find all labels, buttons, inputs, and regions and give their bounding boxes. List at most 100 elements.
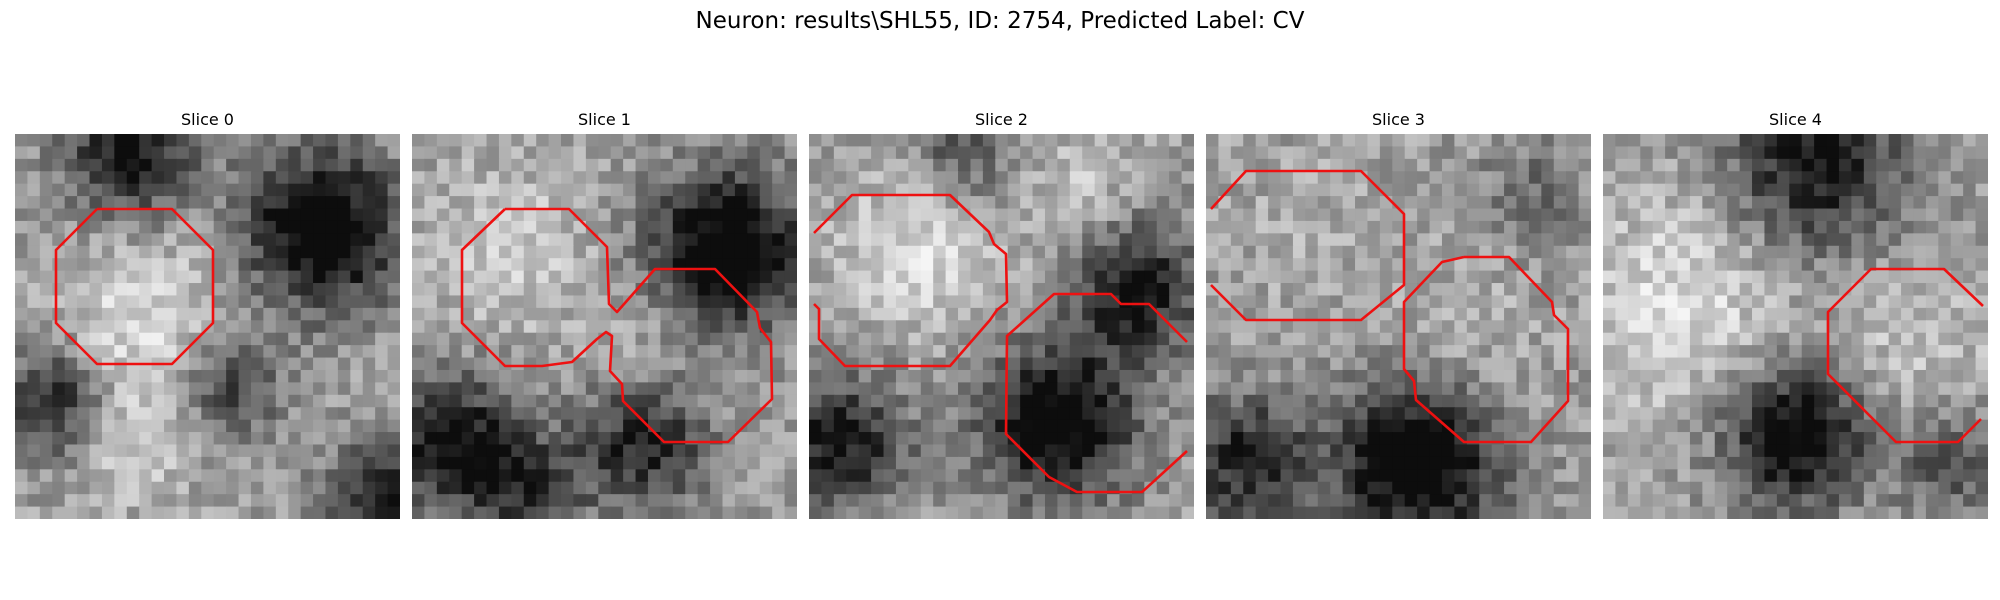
image-pixel (213, 357, 227, 371)
image-pixel (573, 307, 587, 321)
image-pixel (1404, 345, 1418, 359)
image-pixel (1007, 245, 1021, 259)
image-pixel (1392, 183, 1406, 197)
image-pixel (1504, 171, 1518, 185)
image-pixel (1504, 444, 1518, 458)
image-pixel (449, 295, 463, 309)
image-pixel (362, 196, 376, 210)
image-pixel (164, 506, 178, 519)
image-pixel (1404, 270, 1418, 284)
image-pixel (263, 134, 277, 148)
image-pixel (685, 369, 699, 383)
image-pixel (1578, 419, 1591, 433)
image-pixel (1479, 407, 1493, 421)
image-pixel (1206, 146, 1220, 160)
image-pixel (784, 146, 797, 160)
image-pixel (1392, 158, 1406, 172)
image-pixel (660, 320, 674, 334)
image-pixel (486, 134, 500, 148)
image-pixel (1107, 146, 1121, 160)
image-pixel (1603, 270, 1617, 284)
image-pixel (858, 332, 872, 346)
image-pixel (511, 158, 525, 172)
image-pixel (1702, 444, 1716, 458)
image-pixel (920, 345, 934, 359)
image-pixel (1255, 320, 1269, 334)
image-pixel (250, 320, 264, 334)
image-pixel (1665, 382, 1679, 396)
image-pixel (561, 481, 575, 495)
image-pixel (995, 444, 1009, 458)
image-pixel (1454, 307, 1468, 321)
image-pixel (39, 307, 53, 321)
image-pixel (375, 220, 389, 234)
image-pixel (809, 171, 823, 185)
image-pixel (1801, 481, 1815, 495)
image-pixel (1243, 419, 1257, 433)
image-pixel (1107, 134, 1121, 148)
image-pixel (424, 456, 438, 470)
image-pixel (561, 432, 575, 446)
image-pixel (362, 481, 376, 495)
image-pixel (672, 295, 686, 309)
image-pixel (1627, 456, 1641, 470)
image-pixel (1925, 220, 1939, 234)
image-pixel (883, 407, 897, 421)
image-pixel (908, 183, 922, 197)
image-pixel (623, 270, 637, 284)
image-pixel (213, 283, 227, 297)
image-pixel (945, 245, 959, 259)
image-pixel (833, 432, 847, 446)
image-pixel (15, 481, 29, 495)
image-pixel (772, 320, 786, 334)
image-pixel (1752, 332, 1766, 346)
image-pixel (436, 146, 450, 160)
image-pixel (1913, 456, 1927, 470)
image-pixel (449, 456, 463, 470)
image-pixel (697, 270, 711, 284)
image-pixel (77, 258, 91, 272)
image-pixel (1082, 456, 1096, 470)
image-pixel (412, 134, 426, 148)
image-pixel (1913, 332, 1927, 346)
image-pixel (188, 456, 202, 470)
image-pixel (1429, 506, 1443, 519)
image-pixel (1466, 307, 1480, 321)
image-pixel (958, 506, 972, 519)
image-pixel (313, 283, 327, 297)
roi-outline (1402, 255, 1570, 444)
image-pixel (1107, 220, 1121, 234)
image-pixel (660, 369, 674, 383)
image-pixel (1342, 134, 1356, 148)
image-pixel (1144, 196, 1158, 210)
image-pixel (920, 171, 934, 185)
image-pixel (772, 158, 786, 172)
image-pixel (1268, 171, 1282, 185)
image-pixel (908, 220, 922, 234)
image-pixel (1541, 258, 1555, 272)
image-pixel (1739, 506, 1753, 519)
image-pixel (821, 183, 835, 197)
image-pixel (1020, 171, 1034, 185)
image-pixel (722, 394, 736, 408)
image-pixel (1553, 146, 1567, 160)
image-pixel (1578, 506, 1591, 519)
image-pixel (685, 196, 699, 210)
image-pixel (1838, 456, 1852, 470)
image-pixel (101, 432, 115, 446)
image-pixel (1975, 456, 1988, 470)
image-pixel (1007, 369, 1021, 383)
image-pixel (1404, 183, 1418, 197)
image-pixel (238, 245, 252, 259)
image-pixel (1007, 171, 1021, 185)
image-pixel (1963, 196, 1977, 210)
image-pixel (89, 432, 103, 446)
image-pixel (250, 419, 264, 433)
image-pixel (1454, 332, 1468, 346)
image-pixel (1107, 171, 1121, 185)
image-pixel (1541, 469, 1555, 483)
image-pixel (858, 220, 872, 234)
image-pixel (226, 295, 240, 309)
image-pixel (858, 357, 872, 371)
image-pixel (1169, 345, 1183, 359)
